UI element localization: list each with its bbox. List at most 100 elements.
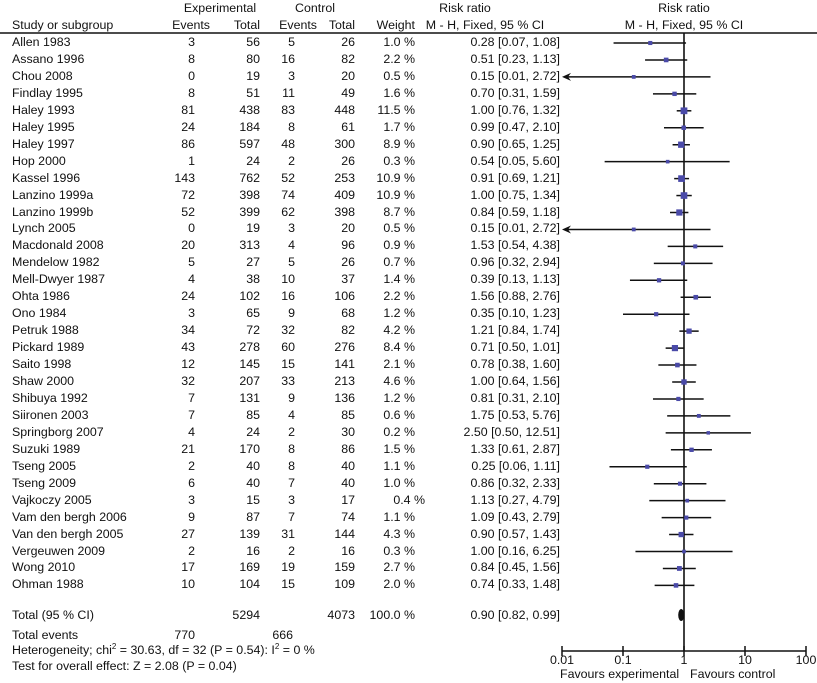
ctl-events: 15 [281, 577, 295, 592]
point-estimate [675, 362, 680, 368]
exp-total: 85 [246, 407, 260, 422]
exp-events: 7 [188, 390, 195, 405]
exp-total: 40 [246, 475, 260, 490]
study-name: Haley 1997 [12, 136, 75, 151]
weight: 4.2 % [383, 323, 415, 338]
point-estimate [631, 227, 636, 232]
point-estimate [631, 75, 636, 79]
ctl-events: 31 [281, 526, 295, 541]
exp-events: 12 [181, 357, 195, 372]
study-name: Tseng 2009 [12, 475, 77, 490]
risk-ratio-ci: 0.78 [0.38, 1.60] [470, 357, 560, 372]
exp-events: 0 [188, 68, 195, 83]
study-name: Assano 1996 [12, 51, 85, 66]
exp-total: 80 [246, 51, 260, 66]
exp-events: 81 [181, 102, 195, 117]
point-estimate [680, 261, 685, 266]
weight: 1.4 % [383, 272, 415, 287]
heterogeneity-text: Heterogeneity; chi2 = 30.63, df = 32 (P … [12, 642, 315, 657]
weight: 2.7 % [383, 560, 415, 575]
x-axis-tick-label: 0.01 [549, 653, 575, 667]
exp-total: 38 [246, 272, 260, 287]
ctl-total: 144 [334, 526, 355, 541]
point-estimate [656, 278, 662, 283]
control-group-header: Control [295, 1, 335, 15]
weight: 1.7 % [383, 119, 415, 134]
weight: 2.0 % [383, 577, 415, 592]
ctl-total: 37 [341, 272, 355, 287]
risk-ratio-title: Risk ratio [439, 1, 491, 15]
study-name: Mendelow 1982 [12, 255, 100, 270]
risk-ratio-ci: 0.86 [0.32, 2.33] [470, 475, 560, 490]
total-events-ctl: 666 [272, 628, 293, 642]
ctl-events: 52 [281, 170, 295, 185]
exp-events: 52 [181, 204, 195, 219]
exp-total: 145 [239, 357, 260, 372]
x-axis-tick-label: 10 [738, 653, 752, 667]
study-name: Haley 1995 [12, 119, 75, 134]
exp-events: 10 [181, 577, 195, 592]
weight: 2.2 % [383, 51, 415, 66]
plot-method-header: M - H, Fixed, 95 % CI [624, 18, 744, 32]
weight: 0.9 % [383, 238, 415, 253]
ctl-events: 8 [288, 458, 295, 473]
weight: 0.5 % [383, 221, 415, 236]
ctl-total: 213 [334, 374, 355, 388]
risk-ratio-ci: 0.39 [0.13, 1.13] [470, 272, 560, 287]
risk-ratio-ci: 0.90 [0.65, 1.25] [470, 136, 560, 151]
point-estimate [663, 57, 669, 63]
total-ci-label: Total (95 % CI) [12, 608, 94, 622]
ctl-total: 20 [341, 68, 355, 83]
study-name: Ono 1984 [12, 306, 67, 321]
exp-events: 5 [188, 255, 195, 270]
exp-total: 40 [246, 458, 260, 473]
ctl-events: 9 [288, 306, 295, 321]
exp-events: 20 [181, 238, 195, 253]
risk-ratio-ci: 0.35 [0.10, 1.23] [470, 306, 560, 321]
ctl-total: 86 [341, 441, 355, 456]
weight: 1.1 % [383, 458, 415, 473]
ctl-total: 106 [334, 289, 355, 304]
weight: 4.6 % [383, 374, 415, 388]
ctl-total: 74 [341, 509, 355, 524]
exp-events: 7 [188, 407, 195, 422]
point-estimate [684, 515, 689, 520]
risk-ratio-ci: 0.51 [0.23, 1.13] [470, 51, 560, 66]
exp-events: 86 [181, 136, 195, 151]
ctl-events: 4 [288, 238, 295, 253]
study-name: Kassel 1996 [12, 170, 81, 185]
ctl-total: 85 [341, 407, 355, 422]
ctl-events: 9 [288, 390, 295, 405]
exp-events: 34 [181, 323, 195, 338]
exp-events: 4 [188, 424, 195, 439]
exp-total: 102 [239, 289, 260, 304]
point-estimate [686, 328, 692, 334]
total-ctl-total: 4073 [327, 608, 355, 622]
study-name: Shibuya 1992 [12, 390, 88, 405]
weight: 8.7 % [383, 204, 415, 219]
exp-total: 24 [246, 153, 260, 168]
ctl-events: 83 [281, 102, 295, 117]
exp-total: 27 [246, 255, 260, 270]
weight: 1.0 % [383, 35, 415, 49]
ctl-total: 448 [334, 102, 355, 117]
ctl-total: 17 [341, 492, 355, 507]
point-estimate [677, 481, 683, 486]
ctl-events: 7 [288, 509, 295, 524]
risk-ratio-ci: 1.13 [0.27, 4.79] [470, 492, 560, 507]
exp-total: 169 [239, 560, 260, 575]
weight: 1.2 % [383, 390, 415, 405]
study-name: Petruk 1988 [12, 323, 79, 338]
point-estimate [678, 175, 685, 182]
study-name: Findlay 1995 [12, 85, 83, 100]
exp-total: 16 [246, 543, 260, 558]
risk-ratio-ci: 1.00 [0.16, 6.25] [470, 543, 560, 558]
exp-total: 207 [239, 374, 260, 388]
study-name: Pickard 1989 [12, 340, 85, 355]
exp-events: 27 [181, 526, 195, 541]
ctl-total: 398 [334, 204, 355, 219]
weight: 8.4 % [383, 340, 415, 355]
study-name: Wong 2010 [12, 560, 76, 575]
point-estimate [672, 91, 677, 97]
rr-method-header: M - H, Fixed, 95 % CI [425, 18, 545, 32]
